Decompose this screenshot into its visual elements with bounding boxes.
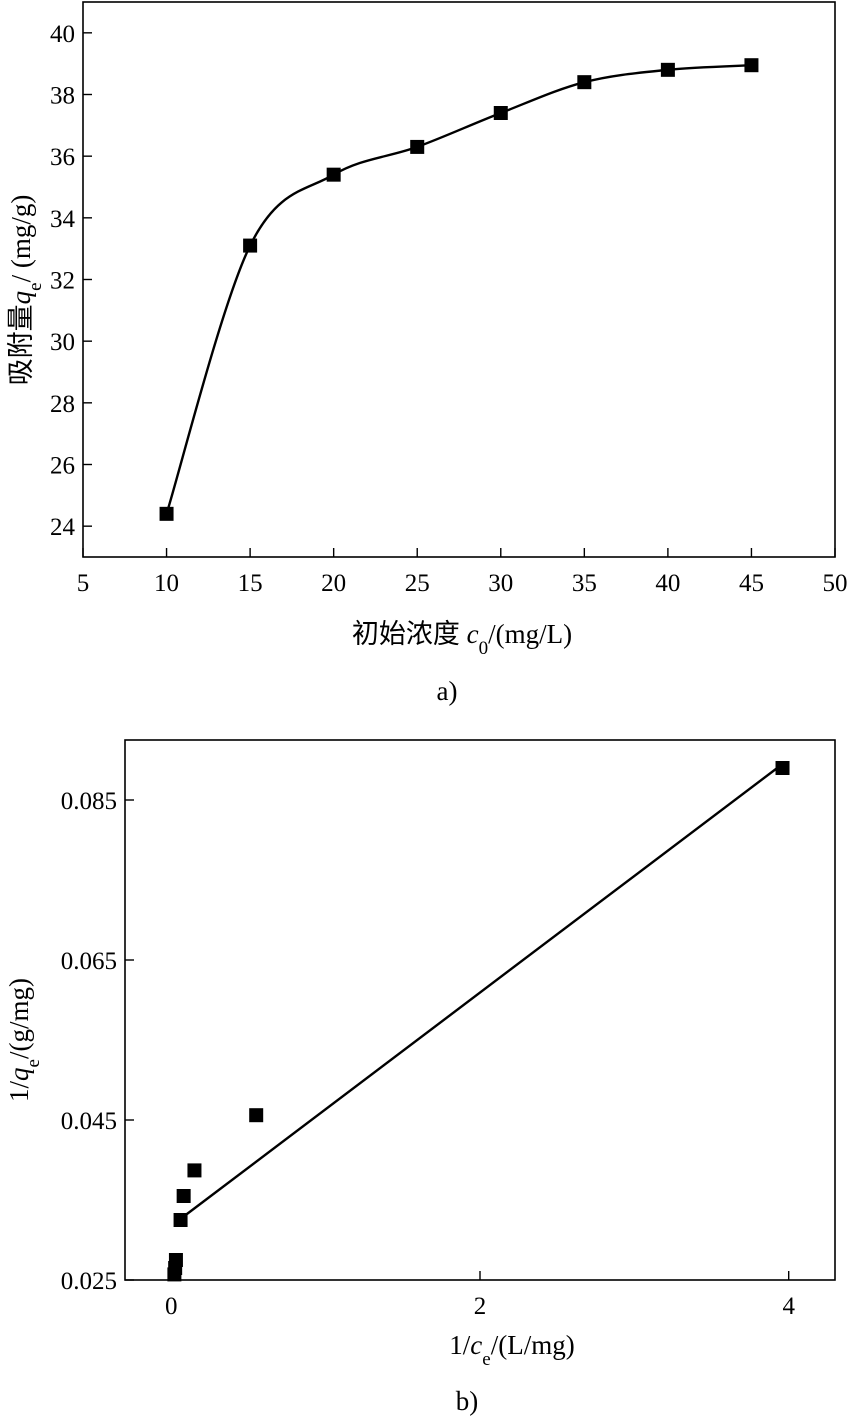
y-tick-label: 32 (50, 268, 75, 295)
x-tick-label: 15 (238, 570, 263, 597)
chart-a-caption: a) (437, 676, 458, 706)
chart-a-x-label-prefix: 初始浓度 (352, 619, 467, 649)
chart-a-plot-frame (82, 1, 836, 558)
y-tick-label: 0.025 (61, 1268, 117, 1295)
chart-b-y-axis-ticks: 0.025 0.045 0.065 0.085 (61, 788, 134, 1295)
chart-b-x-axis-ticks: 0 2 4 (165, 1271, 795, 1320)
chart-b-y-label-sub: e (23, 1059, 44, 1067)
chart-a-y-label-prefix: 吸附量 (6, 304, 36, 385)
y-tick-label: 24 (50, 514, 76, 541)
chart-a-x-axis-label: 初始浓度 c0/(mg/L) (352, 619, 572, 659)
data-point (167, 1267, 182, 1282)
chart-b-x-label-prefix: 1/ (449, 1330, 471, 1360)
chart-a: 5 10 15 20 25 30 35 40 45 50 24 26 28 30 32 34 36 38 40 初… (6, 1, 848, 706)
data-point (577, 75, 592, 90)
chart-b-caption: b) (456, 1386, 479, 1416)
x-tick-label: 5 (77, 570, 90, 597)
chart-b-x-label-var: c (470, 1330, 482, 1360)
data-point (326, 167, 341, 182)
chart-b-y-label-var: q (4, 1067, 34, 1081)
chart-b-y-axis-label: 1/qe/(g/mg) (4, 978, 44, 1102)
data-point (493, 106, 508, 120)
chart-a-y-axis-label: 吸附量qe/ (mg/g) (6, 195, 46, 386)
chart-b-fit-line (178, 763, 784, 1221)
data-point (159, 506, 174, 521)
data-point (775, 761, 790, 775)
chart-a-x-label-var: c (467, 619, 479, 649)
x-tick-label: 35 (572, 570, 597, 597)
data-point (173, 1213, 188, 1227)
chart-a-y-label-sub: e (25, 282, 46, 290)
chart-a-x-label-suffix: /(mg/L) (488, 619, 572, 649)
data-point (243, 238, 258, 253)
chart-a-fit-curve (165, 64, 752, 515)
data-point (176, 1189, 191, 1203)
data-point (249, 1108, 264, 1123)
data-point (744, 58, 759, 73)
chart-b-x-label-suffix: /(L/mg) (491, 1330, 575, 1360)
y-tick-label: 40 (50, 21, 75, 48)
x-tick-label: 0 (165, 1293, 178, 1320)
y-tick-label: 26 (50, 453, 75, 480)
x-tick-label: 45 (739, 570, 764, 597)
chart-b-x-label-sub: e (482, 1349, 490, 1370)
x-tick-label: 10 (154, 570, 179, 597)
chart-b-x-axis-label: 1/ce/(L/mg) (449, 1330, 574, 1370)
data-point (660, 62, 675, 77)
chart-a-y-axis-ticks: 24 26 28 30 32 34 36 38 40 (50, 21, 92, 541)
data-point (410, 139, 425, 154)
y-tick-label: 36 (50, 144, 75, 171)
y-tick-label: 34 (50, 206, 76, 233)
chart-a-y-label-suffix: / (mg/g) (6, 195, 36, 283)
data-point (187, 1163, 202, 1178)
x-tick-label: 25 (405, 570, 430, 597)
y-tick-label: 0.085 (61, 788, 117, 815)
chart-a-x-axis-ticks: 5 10 15 20 25 30 35 40 45 50 (77, 548, 848, 597)
y-tick-label: 38 (50, 83, 75, 110)
x-tick-label: 40 (655, 570, 680, 597)
chart-a-data-points (159, 58, 759, 521)
x-tick-label: 50 (823, 570, 848, 597)
y-tick-label: 0.065 (61, 948, 117, 975)
y-tick-label: 28 (50, 391, 75, 418)
x-tick-label: 4 (782, 1293, 795, 1320)
chart-a-y-label-var: q (6, 291, 36, 305)
x-tick-label: 30 (488, 570, 513, 597)
x-tick-label: 2 (474, 1293, 487, 1320)
y-tick-label: 0.045 (61, 1108, 117, 1135)
chart-b-plot-frame (124, 739, 836, 1281)
y-tick-label: 30 (50, 329, 75, 356)
x-tick-label: 20 (321, 570, 346, 597)
chart-a-x-label-sub: 0 (479, 638, 489, 659)
chart-b-y-label-prefix: 1/ (4, 1080, 34, 1102)
chart-b-data-points (167, 761, 790, 1282)
chart-b-y-label-suffix: /(g/mg) (4, 978, 34, 1059)
